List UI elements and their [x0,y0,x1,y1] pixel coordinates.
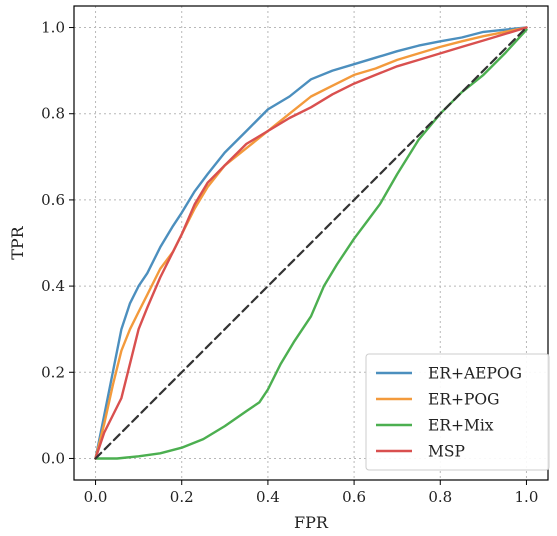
legend-label: ER+AEPOG [428,365,522,383]
x-tick-label: 0.6 [342,488,366,506]
x-axis-label: FPR [294,513,329,532]
legend-label: ER+Mix [428,417,494,435]
y-axis-label: TPR [8,225,27,259]
x-tick-label: 0.8 [428,488,452,506]
series-lines [94,26,528,460]
y-tick-label: 0.4 [41,277,65,295]
x-tick-label: 0.4 [256,488,280,506]
x-tick-label: 0.2 [170,488,194,506]
series-line-msp [94,26,528,460]
diagonal-reference-line [94,26,528,460]
y-tick-label: 1.0 [41,19,65,37]
series-line-er-aepog [94,26,528,460]
y-tick-label: 0.0 [41,449,65,467]
plot-frame [73,5,549,481]
legend: ER+AEPOG ER+POG ER+Mix MSP [365,353,550,471]
axis-ticks: 0.0 0.2 0.4 0.6 0.8 1.0 0.0 0.2 0.4 0.6 0.8 1.0 [41,19,538,506]
legend-label: MSP [428,443,465,461]
legend-label: ER+POG [428,391,500,409]
legend-box [365,353,550,471]
y-tick-label: 0.8 [41,105,65,123]
y-tick-label: 0.2 [41,363,65,381]
x-tick-label: 0.0 [84,488,108,506]
y-tick-label: 0.6 [41,191,65,209]
series-line-er-pog [94,26,528,460]
x-tick-label: 1.0 [515,488,539,506]
